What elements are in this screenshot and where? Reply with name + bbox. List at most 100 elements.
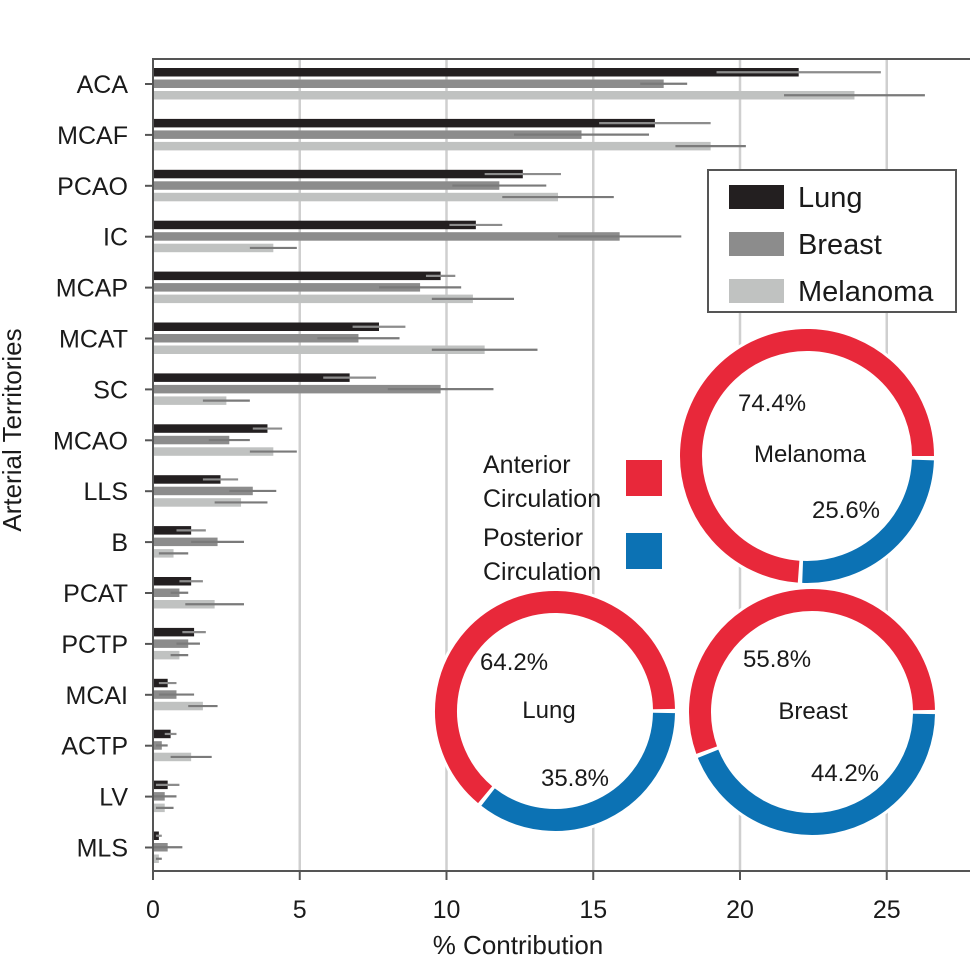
key-label-line2: Circulation (483, 485, 601, 513)
bar-breast (154, 79, 664, 88)
x-axis: 0 5 10 15 20 25 (146, 871, 901, 924)
y-tick-label: ACA (77, 71, 129, 99)
y-tick-label: B (111, 529, 128, 557)
donut-breast: 55.8% 44.2% Breast (686, 586, 938, 838)
bar-melanoma (154, 141, 711, 151)
donut-charts: 74.4% 25.6% Melanoma 64.2% 35.8% Lung 55.8% 44.… (432, 326, 938, 838)
donut-background (432, 588, 678, 834)
donut-slice-anterior (689, 589, 935, 754)
donut-title: Breast (778, 698, 848, 725)
legend: Lung Breast Melanoma (707, 169, 957, 313)
bar-melanoma (154, 701, 203, 711)
bar-breast (154, 486, 253, 496)
bar-melanoma (154, 243, 274, 253)
bar-series (153, 68, 925, 863)
donut-label-posterior: 35.8% (541, 765, 609, 792)
bar-breast (154, 130, 582, 139)
bar-lung (154, 220, 476, 230)
bar-breast (154, 639, 189, 648)
key-label-line2: Circulation (483, 558, 601, 586)
x-tick-label: 5 (293, 896, 307, 924)
bar-lung (154, 271, 441, 281)
donut-background (686, 586, 938, 838)
bar-melanoma (154, 91, 855, 100)
bar-lung (154, 169, 523, 179)
bar-melanoma (154, 294, 473, 304)
y-tick-label: MCAO (53, 427, 128, 455)
donut-melanoma: 74.4% 25.6% Melanoma (677, 326, 937, 586)
key-swatch (626, 533, 662, 569)
x-axis-title: % Contribution (433, 930, 604, 956)
donut-label-anterior: 74.4% (738, 390, 806, 417)
bar-breast (154, 283, 421, 292)
bar-melanoma (154, 650, 180, 660)
y-tick-label: ACTP (61, 733, 128, 761)
donut-background (677, 326, 937, 586)
donut-slice-anterior (435, 591, 675, 804)
bar-melanoma (154, 447, 274, 456)
x-tick-label: 0 (146, 896, 160, 924)
y-tick-label: LV (99, 784, 128, 812)
donut-slice-posterior (697, 713, 935, 835)
legend-swatch-lung (729, 185, 784, 209)
donut-title: Lung (522, 697, 575, 724)
y-tick-label: MCAT (59, 326, 128, 354)
y-axis: ACA MCAF PCAO IC MCAP MCAT SC MCAO LLS B PCAT PCTP M… (53, 71, 153, 863)
bar-lung (154, 68, 799, 77)
legend-swatch-melanoma (729, 279, 784, 303)
bar-breast (154, 537, 218, 547)
donut-label-posterior: 44.2% (811, 760, 879, 787)
donut-slice-posterior (481, 712, 675, 831)
y-tick-label: PCTP (61, 631, 128, 659)
legend-swatch-breast (729, 232, 784, 256)
y-tick-label: IC (103, 224, 128, 252)
y-axis-title: Arterial Territories (0, 328, 27, 531)
y-tick-label: PCAT (63, 580, 128, 608)
bar-lung (154, 526, 192, 535)
y-tick-label: MCAF (57, 122, 128, 150)
bar-lung (154, 475, 221, 484)
y-tick-label: MLS (77, 835, 128, 863)
bar-lung (154, 577, 192, 586)
donut-lung: 64.2% 35.8% Lung (432, 588, 678, 834)
bar-melanoma (154, 498, 242, 507)
bar-lung (154, 118, 655, 128)
bar-breast (154, 334, 359, 343)
x-tick-label: 15 (579, 896, 607, 924)
bar-lung (154, 373, 350, 382)
bar-melanoma (154, 600, 215, 609)
legend-label-breast: Breast (798, 229, 882, 261)
plot-frame (152, 58, 970, 872)
circulation-key: Anterior Circulation Posterior Circulation (483, 451, 662, 586)
bar-lung (154, 424, 268, 433)
bar-lung (154, 322, 379, 331)
bar-melanoma (154, 192, 559, 202)
donut-title: Melanoma (754, 441, 867, 468)
bar-breast (154, 181, 500, 190)
y-tick-label: PCAO (57, 173, 128, 201)
bar-lung (154, 729, 171, 739)
donut-slice-posterior (802, 459, 934, 583)
donut-label-anterior: 55.8% (743, 646, 811, 673)
legend-label-melanoma: Melanoma (798, 276, 934, 308)
donut-slice-anterior (680, 329, 934, 583)
key-label-line1: Posterior (483, 524, 583, 552)
y-tick-label: SC (93, 376, 128, 404)
bar-melanoma (154, 396, 227, 405)
x-tick-label: 25 (873, 896, 901, 924)
bar-melanoma (154, 345, 485, 354)
y-tick-label: MCAI (66, 682, 129, 710)
key-swatch (626, 460, 662, 496)
bar-lung (154, 627, 195, 637)
x-tick-label: 10 (433, 896, 461, 924)
key-label-line1: Anterior (483, 451, 571, 479)
legend-label-lung: Lung (798, 182, 863, 214)
bar-breast (154, 232, 620, 241)
donut-label-posterior: 25.6% (812, 497, 880, 524)
bar-breast (154, 384, 441, 394)
y-tick-label: LLS (84, 478, 128, 506)
bar-breast (154, 588, 180, 597)
y-tick-label: MCAP (56, 275, 128, 303)
donut-label-anterior: 64.2% (480, 649, 548, 676)
